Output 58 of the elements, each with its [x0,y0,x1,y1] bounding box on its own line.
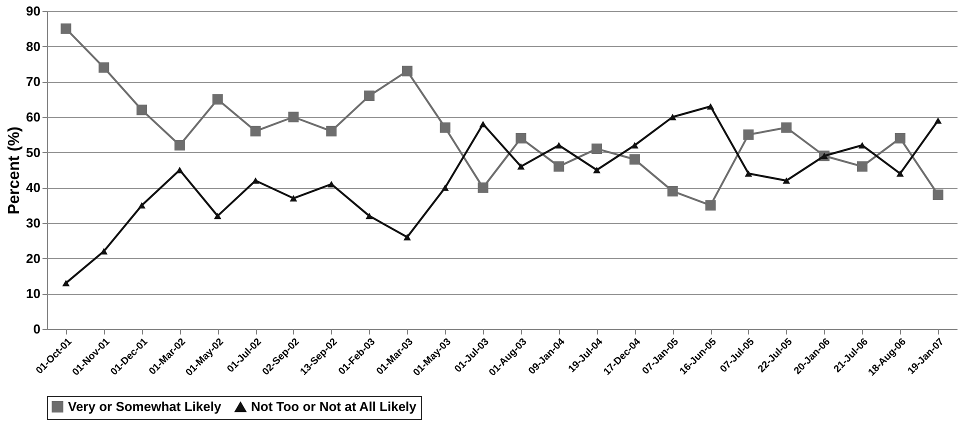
point [100,248,108,254]
point [252,177,260,184]
point [782,177,790,184]
point [212,94,223,105]
point [781,122,792,133]
point [136,104,148,116]
point [441,184,449,191]
point [856,161,868,172]
point [60,23,72,34]
point [894,132,906,144]
y-tick-label: 50 [26,144,40,160]
y-tick-label: 80 [26,38,40,54]
point [934,117,942,124]
point [706,103,714,110]
y-tick-label: 90 [26,4,40,18]
legend-label: Not Too or Not at All Likely [251,399,418,414]
point [896,170,904,177]
point [629,154,640,165]
legend-label: Very or Somewhat Likely [68,398,222,414]
y-tick-label: 60 [26,110,40,124]
point [858,142,866,148]
y-tick-label: 30 [26,216,40,230]
point [555,142,563,148]
point [592,144,602,154]
point [668,114,676,120]
point [440,122,450,133]
point [366,212,373,220]
point [478,182,488,193]
y-tick-label: 20 [26,250,40,266]
y-tick-label: 40 [26,180,40,196]
point [402,66,412,76]
point [479,120,487,128]
point [176,166,184,174]
y-tick-label: 0 [33,322,40,336]
point [138,202,146,209]
point [667,186,678,196]
point [326,126,337,136]
y-tick-label: 10 [26,286,40,302]
point [743,129,754,140]
point [554,161,564,172]
point [932,189,944,200]
point [517,163,525,170]
y-tick-label: 70 [26,74,40,90]
point [250,126,261,136]
point [404,234,411,240]
point [288,112,299,122]
point [62,280,70,286]
point [631,142,638,148]
point [290,195,298,202]
point [744,170,752,177]
point [214,212,222,220]
point [705,200,716,211]
point [516,132,526,144]
point [593,166,600,174]
point [174,140,185,151]
point [98,62,110,73]
point [364,90,375,102]
y-axis-title: Percent (%) [6,126,24,215]
